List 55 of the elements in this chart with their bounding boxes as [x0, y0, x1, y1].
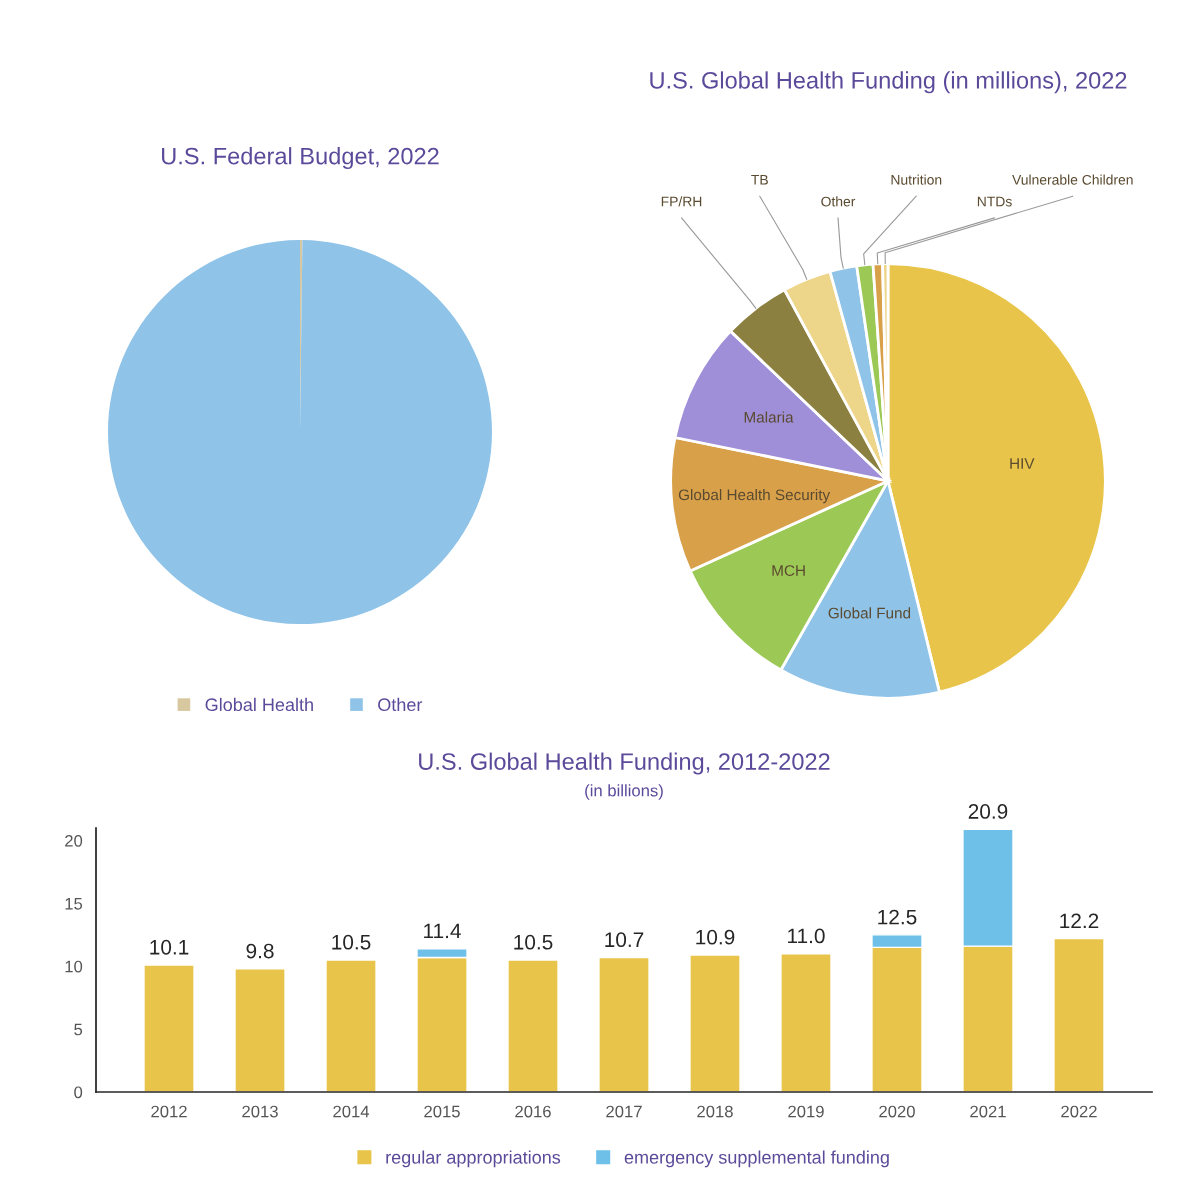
x-tick-label: 2012 [151, 1105, 187, 1118]
slice-label: MCH [772, 565, 805, 577]
bar [598, 956, 650, 1092]
legend-label: Other [378, 697, 423, 712]
pie-slice [108, 240, 492, 624]
total-label: 10.9 [696, 929, 735, 945]
total-label: 11.0 [788, 928, 825, 944]
chart-title: U.S. Federal Budget, 2022 [162, 147, 439, 170]
slice-label: Nutrition [891, 174, 942, 185]
x-tick-label: 2017 [606, 1105, 642, 1118]
legend-label: Global Health [205, 697, 313, 712]
slice-label: Global Fund [828, 607, 911, 619]
total-label: 11.4 [424, 923, 461, 939]
y-tick-label: 20 [65, 834, 83, 847]
legend-label: emergency supplemental funding [624, 1150, 889, 1168]
x-tick-label: 2019 [788, 1105, 824, 1118]
chart-title: U.S. Global Health Funding (in millions), 2022 [650, 71, 1127, 94]
x-tick-label: 2020 [879, 1105, 915, 1118]
x-tick-label: 2014 [333, 1105, 370, 1118]
bar [689, 954, 741, 1092]
slice-label: Other [821, 196, 856, 207]
x-tick-label: 2013 [242, 1105, 278, 1118]
total-label: 10.1 [150, 939, 189, 955]
y-tick-label: 5 [74, 1023, 83, 1036]
chart-title: U.S. Global Health Funding, 2012-2022 [419, 752, 830, 775]
total-label: 10.7 [605, 932, 644, 948]
bar [143, 964, 195, 1092]
slice-label: Vulnerable Children [1012, 174, 1133, 185]
bar [1053, 937, 1105, 1092]
x-tick-label: 2021 [970, 1105, 1006, 1118]
total-label: 9.8 [246, 943, 274, 959]
total-label: 12.5 [878, 909, 917, 925]
bar [507, 959, 559, 1092]
bar [780, 953, 832, 1092]
chart-subtitle: (in billions) [585, 784, 663, 800]
x-tick-label: 2018 [697, 1105, 733, 1118]
total-label: 10.5 [514, 934, 553, 950]
slice-label: Malaria [744, 411, 794, 423]
y-tick-label: 10 [65, 960, 83, 973]
slice-label: NTDs [977, 196, 1012, 207]
legend-label: regular appropriations [386, 1150, 561, 1168]
slice-label: Global Health Security [678, 488, 831, 504]
x-tick-label: 2015 [424, 1105, 460, 1118]
total-label: 20.9 [968, 804, 1008, 819]
bar [234, 968, 286, 1092]
x-tick-label: 2016 [515, 1105, 551, 1118]
total-label: 10.5 [332, 934, 371, 950]
total-label: 12.2 [1060, 913, 1099, 929]
slice-label: TB [751, 175, 768, 185]
slice-label: FP/RH [661, 196, 702, 207]
x-tick-label: 2022 [1061, 1105, 1097, 1118]
y-tick-label: 15 [65, 898, 83, 910]
bar [325, 959, 377, 1092]
slice-label: HIV [1010, 458, 1035, 469]
y-tick-label: 0 [74, 1086, 83, 1099]
